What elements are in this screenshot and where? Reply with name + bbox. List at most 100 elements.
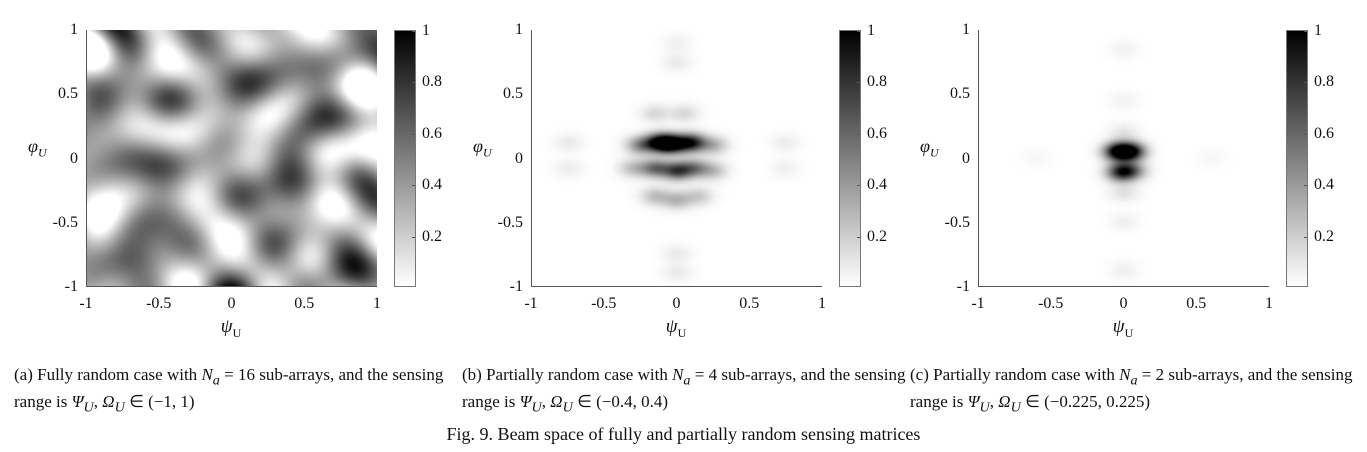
y-tick-label: 0: [962, 149, 970, 167]
x-axis-subscript: U: [232, 325, 242, 340]
caption-segment: Ω: [550, 392, 563, 412]
heatmap-plot: [978, 30, 1269, 287]
y-tick-label: 0.5: [503, 85, 523, 103]
x-axis-symbol: ψ: [665, 316, 678, 337]
x-tick-label: 0.5: [1186, 295, 1207, 312]
y-tick-label: -0.5: [52, 213, 78, 231]
x-tick-label: -1: [524, 295, 538, 312]
caption-segment: U: [979, 399, 990, 416]
colorbar-tick-label: 1: [422, 22, 430, 39]
colorbar-tick: [857, 236, 860, 238]
colorbar-tick: [412, 82, 415, 84]
colorbar-tick-label: 0.2: [867, 227, 887, 245]
caption-segment: a: [212, 372, 220, 389]
y-axis-subscript: U: [482, 145, 492, 160]
colorbar-tick-label: 1: [867, 22, 875, 39]
y-tick-label: -0.5: [944, 213, 970, 231]
caption-segment: Ψ: [519, 392, 532, 412]
heatmap-image: [532, 30, 822, 286]
x-tick-label: 0: [1119, 295, 1128, 312]
colorbar-tick: [857, 185, 860, 187]
x-axis-symbol: ψ: [220, 316, 233, 337]
caption-segment: = 4 sub-arrays, and the sensing range is: [462, 365, 906, 412]
panel-b: 1 0.5 0 -0.5 -1 -1 -0.5 0 0.5 1 φU ψU 1 0.8 0.6 0.4 0.2: [473, 0, 971, 345]
x-axis-symbol: ψ: [1112, 316, 1125, 337]
colorbar-tick-label: 0.6: [867, 124, 887, 142]
panel-a: 1 0.5 0 -0.5 -1 -1 -0.5 0 0.5 1 φU ψU 1 0.8 0.6 0.4 0.2: [28, 0, 526, 345]
y-tick-label: 1: [515, 21, 523, 38]
y-axis-symbol: φ: [28, 136, 38, 156]
x-tick-label: -0.5: [591, 295, 617, 312]
caption-segment: U: [1010, 399, 1021, 416]
y-tick-label: 1: [70, 21, 78, 38]
x-tick-label: 1: [818, 295, 826, 312]
caption-segment: Ω: [998, 392, 1011, 412]
x-tick-label: 0.5: [739, 295, 760, 312]
caption-segment: N: [672, 365, 684, 384]
y-axis-symbol: φ: [920, 136, 930, 156]
colorbar-tick-label: 0.4: [867, 176, 887, 194]
colorbar-tick: [1304, 236, 1307, 238]
subfigure-caption-b: (b) Partially random case with Na = 4 su…: [462, 364, 907, 419]
caption-segment: U: [562, 399, 573, 416]
caption-segment: Ψ: [967, 392, 980, 412]
heatmap-image: [979, 30, 1269, 286]
colorbar-tick: [1304, 31, 1307, 32]
caption-segment: Ω: [102, 392, 115, 412]
y-tick-label: 0.5: [950, 85, 970, 103]
x-tick-label: -1: [79, 295, 93, 312]
y-tick-label: -1: [956, 278, 970, 295]
y-tick-label: -1: [64, 278, 78, 295]
heatmap-plot: [531, 30, 822, 287]
caption-segment: Ψ: [71, 392, 84, 412]
caption-segment: U: [114, 399, 125, 416]
colorbar-tick: [412, 236, 415, 238]
caption-segment: (c) Partially random case with: [910, 365, 1120, 384]
x-axis-label: ψU: [1113, 316, 1133, 341]
colorbar: 1 0.8 0.6 0.4 0.2: [394, 23, 442, 287]
colorbar-tick: [412, 31, 415, 32]
colorbar-tick-label: 0.2: [422, 227, 442, 245]
caption-segment: U: [531, 399, 542, 416]
caption-segment: a: [1130, 372, 1138, 389]
subfigure-caption-a: (a) Fully random case with Na = 16 sub-a…: [14, 364, 459, 419]
y-tick-label: 0.5: [58, 85, 78, 103]
caption-segment: ∈ (−1, 1): [124, 392, 195, 412]
colorbar-tick-label: 0.8: [422, 73, 442, 91]
colorbar-tick: [857, 31, 860, 32]
x-axis-label: ψU: [666, 316, 686, 341]
y-tick-label: 1: [962, 21, 970, 38]
subfigure-caption-c: (c) Partially random case with Na = 2 su…: [910, 364, 1355, 419]
y-axis-subscript: U: [37, 145, 47, 160]
y-tick-label: -0.5: [497, 213, 523, 231]
caption-segment: ,: [541, 392, 551, 412]
y-axis-label: φU: [473, 136, 492, 161]
colorbar-tick: [857, 82, 860, 84]
panel-c: 1 0.5 0 -0.5 -1 -1 -0.5 0 0.5 1 φU ψU 1 0.8 0.6 0.4 0.2: [920, 0, 1367, 345]
colorbar-tick-label: 0.8: [1314, 73, 1334, 91]
y-axis-label: φU: [920, 136, 939, 161]
y-tick-label: -1: [509, 278, 523, 295]
y-axis-label: φU: [28, 136, 47, 161]
x-axis-label: ψU: [221, 316, 241, 341]
y-tick-label: 0: [70, 149, 78, 167]
x-axis-subscript: U: [1124, 325, 1134, 340]
caption-segment: ∈ (−0.4, 0.4): [572, 392, 669, 412]
colorbar-tick: [412, 133, 415, 135]
colorbar-tick: [412, 185, 415, 187]
x-tick-label: 1: [1265, 295, 1273, 312]
x-tick-label: 0.5: [294, 295, 315, 312]
x-tick-label: -0.5: [146, 295, 172, 312]
heatmap-image: [87, 30, 377, 286]
colorbar-tick-label: 0.2: [1314, 227, 1334, 245]
caption-segment: = 16 sub-arrays, and the sensing range i…: [14, 365, 444, 412]
caption-segment: U: [83, 399, 94, 416]
caption-segment: ,: [989, 392, 999, 412]
colorbar-tick: [1304, 82, 1307, 84]
colorbar-tick-label: 0.6: [1314, 124, 1334, 142]
caption-segment: (b) Partially random case with: [462, 365, 673, 384]
colorbar-tick: [1304, 133, 1307, 135]
colorbar-tick-label: 0.6: [422, 124, 442, 142]
colorbar-tick: [1304, 185, 1307, 187]
